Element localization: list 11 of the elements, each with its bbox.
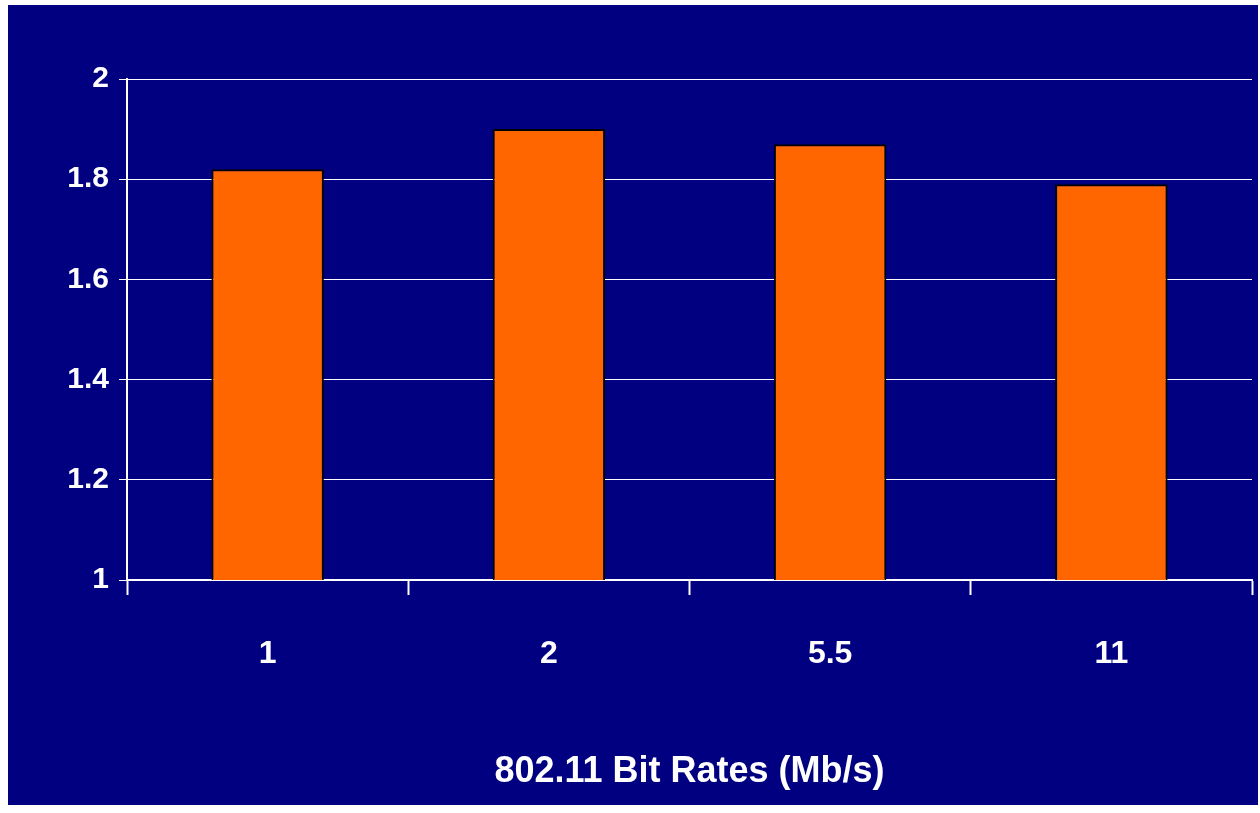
x-axis-title: 802.11 Bit Rates (Mb/s) — [494, 749, 885, 791]
x-tick-label: 11 — [1094, 634, 1129, 671]
y-tick-label: 2 — [92, 60, 109, 94]
y-tick-label: 1.8 — [67, 160, 109, 194]
x-tick-label: 1 — [258, 634, 277, 671]
y-tick-label: 1.4 — [67, 360, 110, 394]
y-tick-label: 1.2 — [67, 461, 109, 495]
y-tick-label: 1.6 — [67, 260, 109, 294]
x-tick-label: 2 — [539, 634, 558, 671]
x-tick-label: 5.5 — [807, 634, 853, 671]
y-tick-label: 1 — [92, 561, 109, 595]
